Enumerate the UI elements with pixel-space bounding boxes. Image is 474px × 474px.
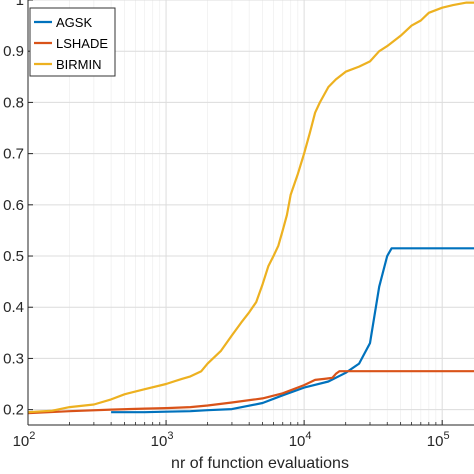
- y-tick-label: 0.4: [3, 299, 24, 316]
- y-tick-label: 0.3: [3, 350, 24, 367]
- y-tick-label: 0.9: [3, 43, 24, 60]
- y-tick-label: 0.2: [3, 402, 24, 419]
- legend-label-agsk: AGSK: [56, 15, 92, 30]
- series-line-birmin: [27, 1, 474, 414]
- x-tick-label: 105: [427, 430, 450, 450]
- x-tick-labels: 102 103 104 105: [13, 430, 450, 450]
- y-tick-label: 1: [16, 0, 24, 9]
- y-tick-label: 0.5: [3, 248, 24, 265]
- y-tick-label: 0.6: [3, 197, 24, 214]
- x-tick-label: 103: [151, 430, 174, 450]
- y-tick-label: 0.7: [3, 146, 24, 163]
- y-tick-labels: 0.2 0.3 0.4 0.5 0.6 0.7 0.8 0.9 1: [3, 0, 24, 419]
- x-axis-label: nr of function evaluations: [171, 455, 349, 472]
- legend: AGSK LSHADE BIRMIN: [29, 7, 116, 77]
- x-tick-label: 102: [13, 430, 36, 450]
- axes-frame: [27, 0, 474, 426]
- legend-label-birmin: BIRMIN: [56, 57, 102, 72]
- series-line-agsk: [111, 247, 474, 414]
- series-layer: [27, 1, 474, 415]
- y-tick-label: 0.8: [3, 94, 24, 111]
- series-line-lshade: [27, 370, 474, 415]
- x-tick-label: 104: [289, 430, 312, 450]
- legend-label-lshade: LSHADE: [56, 36, 108, 51]
